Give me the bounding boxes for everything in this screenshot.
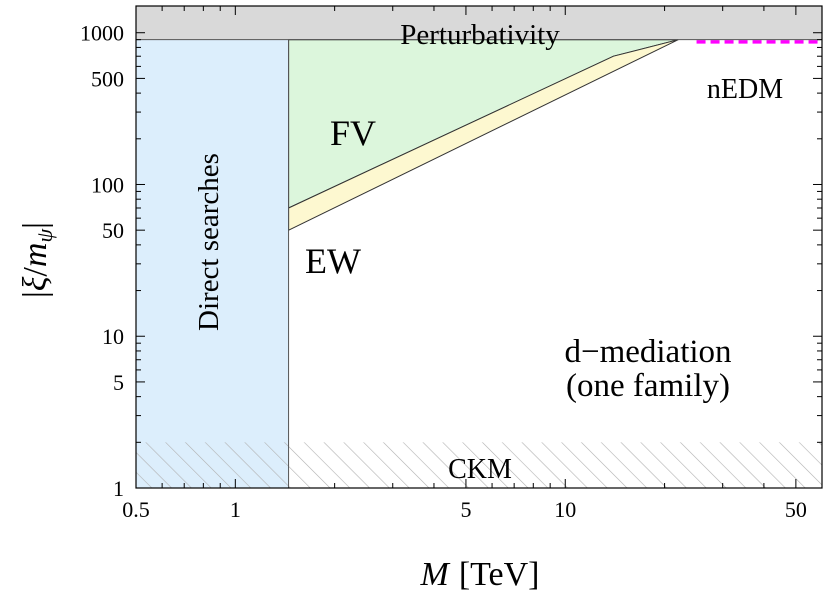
direct-searches-label: Direct searches: [193, 153, 225, 331]
ew-label: EW: [305, 241, 361, 281]
direct-searches-region: [136, 39, 289, 489]
fv-label: FV: [330, 113, 376, 153]
y-tick-label: 500: [91, 66, 124, 91]
y-tick-label: 1: [113, 476, 124, 501]
x-tick-label: 1: [230, 497, 241, 522]
y-tick-label: 50: [102, 218, 124, 243]
y-tick-label: 10: [102, 324, 124, 349]
y-tick-label: 1000: [80, 21, 124, 46]
annotation-line2: (one family): [566, 368, 730, 404]
y-axis-title: |ξ/mψ|: [17, 222, 57, 298]
x-axis-unit: [TeV]: [459, 556, 540, 593]
x-axis-symbol: M: [419, 556, 450, 593]
y-tick-label: 5: [113, 370, 124, 395]
perturbativity-label: Perturbativity: [400, 19, 560, 51]
y-tick-label: 100: [91, 172, 124, 197]
perturbativity-region: [136, 6, 822, 40]
nedm-label: nEDM: [707, 74, 783, 105]
plot-frame: [135, 5, 823, 489]
x-tick-label: 0.5: [122, 497, 150, 522]
ckm-label: CKM: [448, 454, 512, 485]
x-tick-label: 10: [554, 497, 576, 522]
x-tick-labels: 0.5 1 5 10 50: [122, 497, 807, 522]
ckm-region: [136, 442, 822, 488]
y-tick-labels: 1 5 10 50 100 500 1000: [80, 21, 124, 501]
annotation-line1: d−mediation: [564, 334, 731, 370]
x-tick-label: 50: [785, 497, 807, 522]
x-axis-title: M [TeV]: [419, 556, 539, 593]
axis-ticks: [135, 6, 823, 489]
x-tick-label: 5: [460, 497, 471, 522]
